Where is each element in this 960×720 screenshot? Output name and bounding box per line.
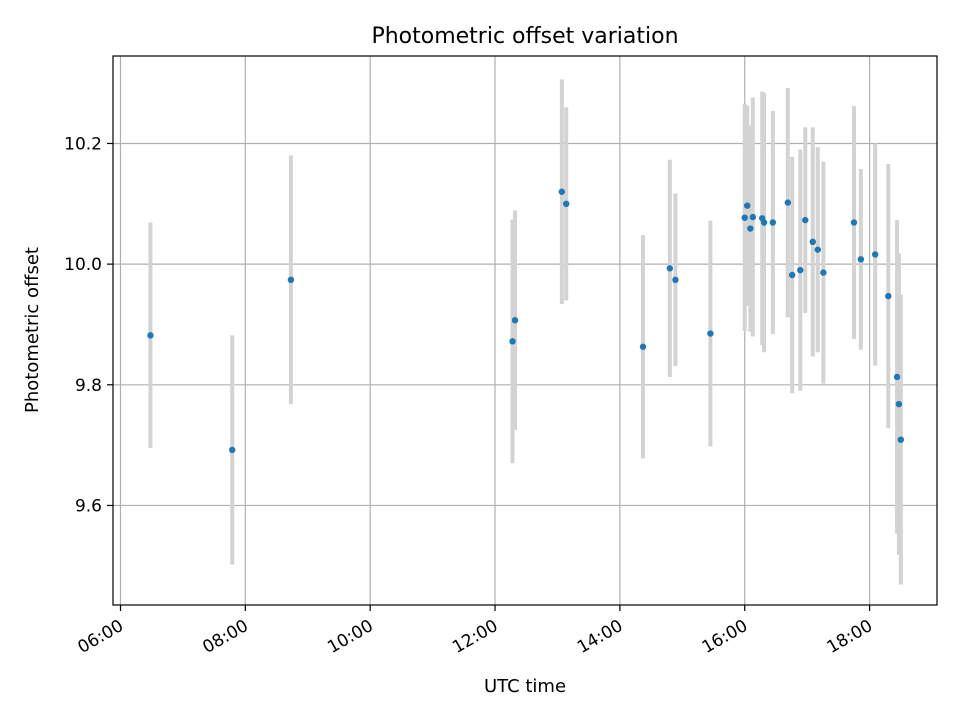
data-point <box>558 188 566 195</box>
data-point <box>784 199 792 206</box>
chart-title: Photometric offset variation <box>371 24 678 49</box>
axes-frame <box>112 55 938 606</box>
data-point <box>857 256 865 263</box>
data-point <box>820 269 827 276</box>
data-point <box>814 246 821 253</box>
data-point <box>741 214 748 221</box>
data-point <box>897 436 904 443</box>
data-point <box>744 202 751 209</box>
y-tick-label: 10.2 <box>64 134 102 154</box>
data-point <box>895 400 903 408</box>
data-point <box>885 292 892 300</box>
data-point <box>893 373 901 381</box>
data-point <box>563 200 570 208</box>
data-point <box>147 332 154 339</box>
y-axis-ticks: 9.6 9.8 10.0 10.2 <box>64 134 113 516</box>
data-point <box>639 343 647 350</box>
data-point <box>229 446 236 454</box>
data-point <box>872 251 879 258</box>
data-point <box>769 219 777 226</box>
x-axis-label: UTC time <box>484 676 566 697</box>
data-point <box>509 338 516 345</box>
data-point <box>666 265 674 272</box>
y-tick-label: 9.8 <box>75 376 102 396</box>
y-tick-label: 10.0 <box>64 255 102 275</box>
data-point <box>707 330 714 337</box>
data-point <box>788 271 796 279</box>
data-point <box>802 216 809 224</box>
data-point <box>287 276 295 284</box>
data-point <box>760 219 768 226</box>
data-point <box>749 213 757 221</box>
data-point <box>850 219 858 226</box>
data-point <box>672 276 679 284</box>
y-tick-label: 9.6 <box>75 496 102 516</box>
data-point <box>747 225 754 232</box>
y-axis-label: Photometric offset <box>22 247 43 413</box>
data-point <box>511 317 519 324</box>
data-point <box>797 266 804 274</box>
data-point <box>809 238 816 246</box>
data-points <box>147 188 904 454</box>
